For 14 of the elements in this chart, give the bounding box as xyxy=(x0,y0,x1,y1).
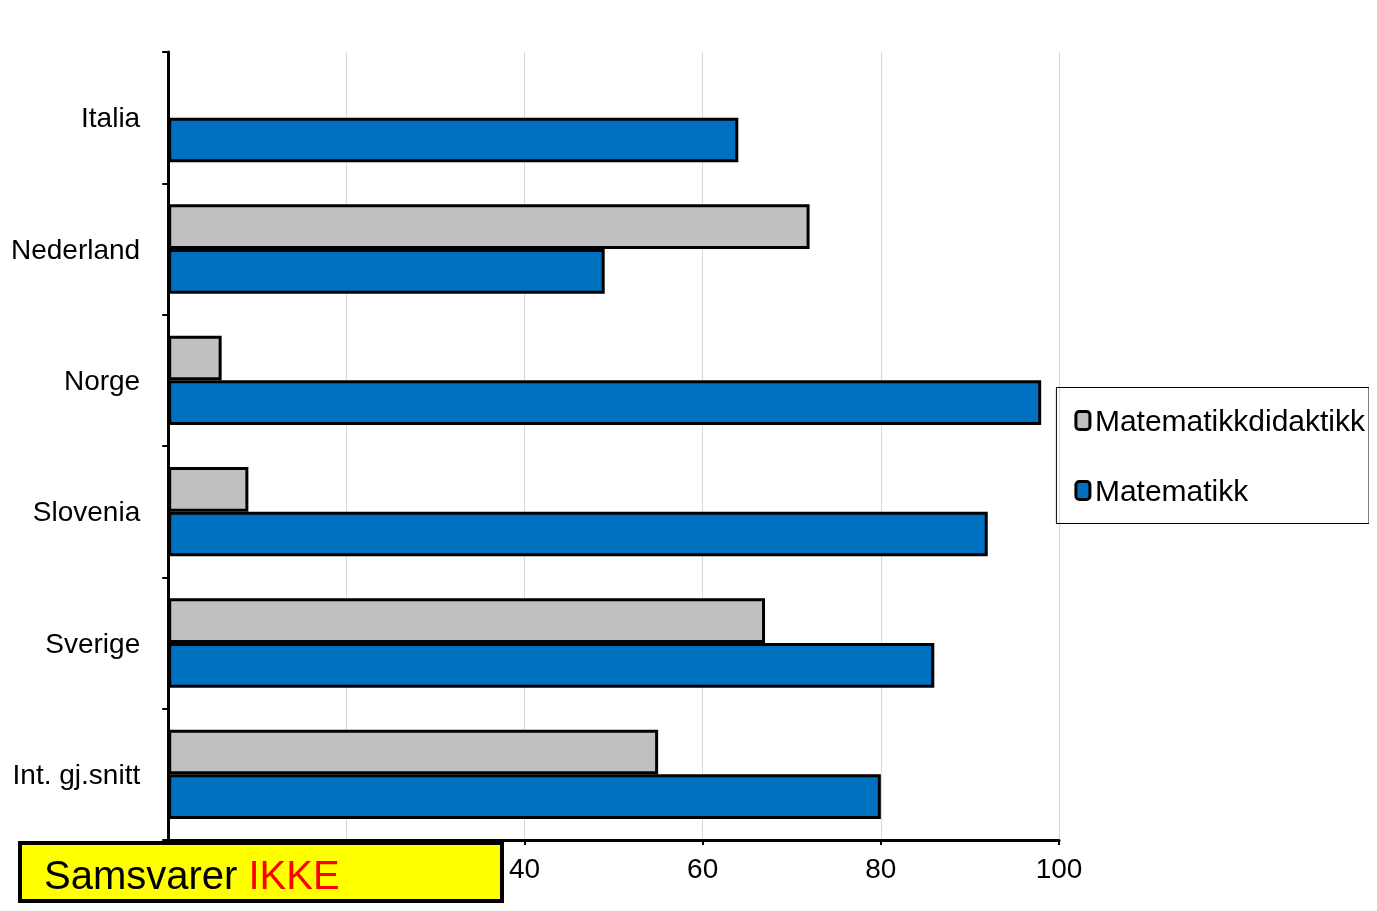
y-tick-label: Nederland xyxy=(11,233,141,265)
y-tick-label: Slovenia xyxy=(32,496,141,528)
text: IKKE xyxy=(248,853,340,897)
x-tick-label: 80 xyxy=(865,852,897,884)
y-tick-label: Italia xyxy=(81,102,141,134)
x-tick-label: 100 xyxy=(1035,852,1083,884)
text: Samsvarer xyxy=(44,853,238,897)
y-tick-label: Int. gj.snitt xyxy=(12,758,141,790)
x-tick-label: 60 xyxy=(687,852,719,884)
y-tick-label: Norge xyxy=(63,364,141,396)
legend-label: Matematikk xyxy=(1094,474,1250,507)
y-tick-label: Sverige xyxy=(45,627,141,659)
x-tick-label: 40 xyxy=(508,852,541,884)
legend-label: Matematikkdidaktikk xyxy=(1094,404,1366,437)
